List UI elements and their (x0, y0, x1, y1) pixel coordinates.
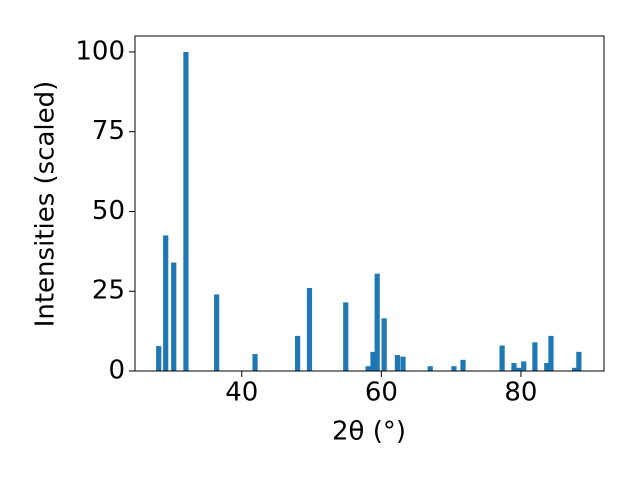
bar (381, 318, 387, 371)
bar (499, 345, 505, 371)
bar (548, 335, 554, 371)
y-tick-label: 25 (92, 276, 125, 306)
bar (374, 273, 380, 371)
bar (511, 363, 517, 371)
bar (214, 294, 220, 371)
bar (370, 351, 376, 371)
bar (544, 363, 550, 371)
x-tick-label: 40 (225, 378, 258, 408)
bar (163, 235, 169, 371)
x-axis-label: 2θ (°) (332, 417, 406, 447)
y-tick-label: 0 (108, 356, 125, 386)
bar (156, 346, 162, 371)
bar (183, 51, 189, 371)
bar (427, 366, 433, 371)
x-tick-label: 60 (365, 378, 398, 408)
bar (532, 342, 538, 371)
bar (516, 367, 522, 371)
bar (394, 355, 401, 371)
bar (171, 262, 177, 371)
y-axis-label: Intensities (scaled) (31, 81, 61, 328)
y-tick-label: 100 (75, 36, 125, 66)
bar (306, 288, 313, 371)
y-tick-label: 50 (92, 196, 125, 226)
bar (521, 361, 527, 371)
bar (460, 359, 466, 371)
bar (343, 302, 349, 371)
bar (295, 335, 301, 371)
x-tick-label: 80 (504, 378, 537, 408)
bar (576, 351, 582, 371)
y-tick-label: 75 (92, 116, 125, 146)
bar (252, 354, 258, 371)
bar (400, 356, 406, 371)
plot-frame (134, 35, 605, 372)
bar (365, 366, 371, 371)
bar (572, 367, 578, 371)
bar (451, 366, 457, 371)
